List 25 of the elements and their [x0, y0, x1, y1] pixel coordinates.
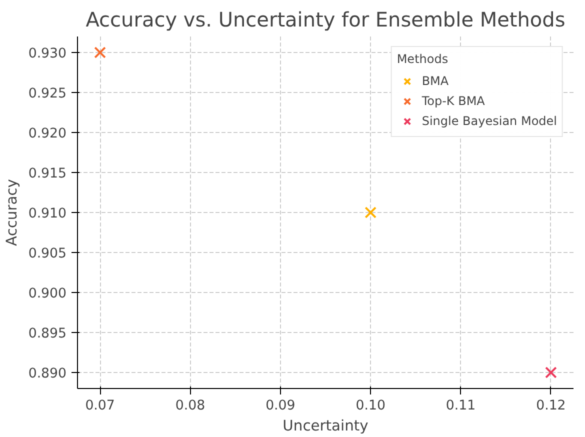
point: [94, 46, 106, 58]
y-tick-label: 0.920: [28, 126, 66, 142]
legend-label: Top-K BMA: [422, 94, 485, 108]
x-tick-label: 0.08: [175, 398, 206, 414]
y-tick-label: 0.895: [28, 326, 66, 342]
x-tick-label: 0.11: [446, 398, 476, 414]
y-tick-label: 0.930: [28, 46, 66, 62]
y-axis-title: Accuracy: [3, 178, 20, 246]
legend-label: BMA: [422, 74, 449, 88]
x-tick-label: 0.10: [356, 398, 386, 414]
x-axis-title: Uncertainty: [282, 418, 369, 434]
y-tick-label: 0.915: [28, 166, 66, 182]
point: [545, 366, 557, 378]
legend-label: Single Bayesian Model: [422, 114, 557, 128]
y-tick-label: 0.925: [28, 86, 66, 102]
y-tick-label: 0.890: [28, 366, 66, 382]
legend-title: Methods: [396, 52, 450, 66]
x-tick-label: 0.09: [266, 398, 296, 414]
y-tick-label: 0.910: [28, 206, 66, 222]
point: [364, 206, 377, 218]
x-tick-label: 0.07: [85, 398, 115, 414]
y-tick-label: 0.900: [28, 286, 66, 302]
x-tick-label: 0.12: [536, 398, 566, 414]
y-tick-label: 0.905: [28, 246, 66, 262]
chart-title: Accuracy vs. Uncertainty for Ensemble Methods: [86, 8, 566, 32]
